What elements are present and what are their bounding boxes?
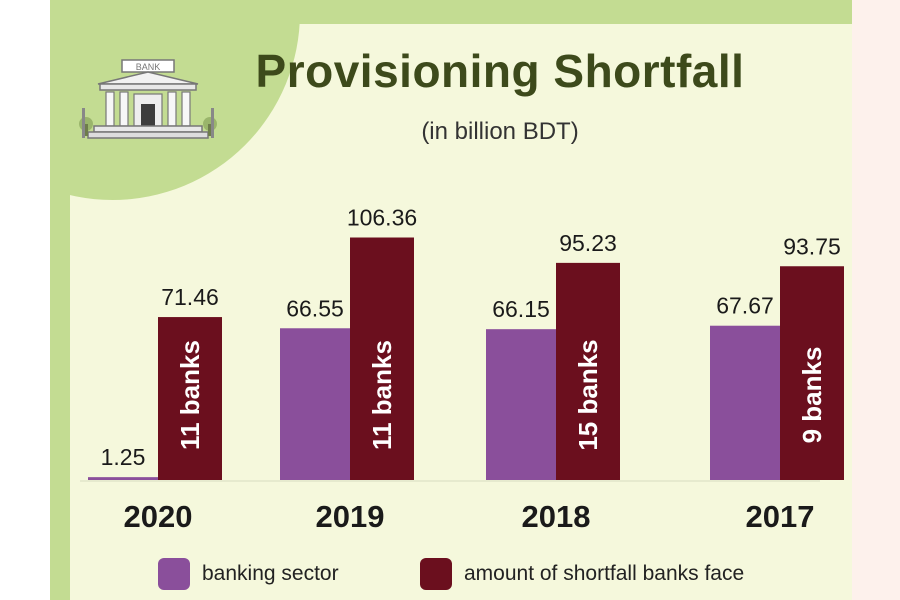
legend-item-shortfall: amount of shortfall banks face: [420, 556, 744, 592]
value-label-amount-of-shortfall-banks-face-2018: 95.23: [559, 230, 617, 256]
bar-banking-sector-2019: [280, 328, 350, 480]
value-label-amount-of-shortfall-banks-face-2020: 71.46: [161, 284, 219, 310]
value-label-banking-sector-2017: 67.67: [716, 293, 774, 319]
bank-sign-text: BANK: [136, 62, 161, 72]
value-label-banking-sector-2018: 66.15: [492, 296, 550, 322]
left-margin: [0, 0, 50, 600]
x-tick-label-2017: 2017: [746, 499, 815, 534]
bar-chart: 1.25 71.46 11 banks 2020 66.55 106.36 11 banks…: [80, 204, 844, 534]
chart-subtitle: (in billion BDT): [421, 118, 579, 145]
legend-swatch-shortfall: [420, 558, 452, 590]
value-label-amount-of-shortfall-banks-face-2017: 93.75: [783, 233, 841, 259]
chart-title: Provisioning Shortfall: [255, 45, 745, 97]
decorative-edge: [50, 0, 70, 600]
bar-annotation-2020: 11 banks: [175, 340, 205, 450]
bar-amount-of-shortfall-banks-face-2018: [556, 262, 620, 480]
bar-annotation-2019: 11 banks: [367, 340, 397, 450]
bar-amount-of-shortfall-banks-face-2017: [780, 266, 844, 480]
infographic-panel: BANK Provisioning Shortfall (in billion …: [50, 0, 852, 600]
decorative-top-strip: [50, 0, 852, 24]
x-tick-label-2020: 2020: [124, 499, 193, 534]
bar-annotation-2017: 9 banks: [797, 347, 827, 444]
bar-annotation-2018: 15 banks: [573, 339, 603, 450]
x-tick-label-2018: 2018: [522, 499, 591, 534]
legend-label-banking-sector: banking sector: [202, 562, 339, 585]
legend-label-shortfall: amount of shortfall banks face: [464, 562, 745, 585]
bar-amount-of-shortfall-banks-face-2020: [158, 317, 222, 480]
value-label-amount-of-shortfall-banks-face-2019: 106.36: [347, 204, 417, 230]
legend-item-banking-sector: banking sector: [158, 556, 339, 592]
value-label-banking-sector-2020: 1.25: [101, 444, 146, 470]
bar-banking-sector-2018: [486, 329, 556, 480]
bar-banking-sector-2020: [88, 477, 158, 480]
bar-banking-sector-2017: [710, 325, 780, 480]
legend-swatch-banking-sector: [158, 558, 190, 590]
value-label-banking-sector-2019: 66.55: [286, 295, 344, 321]
bank-building-icon: BANK: [79, 59, 217, 139]
right-margin: [852, 0, 900, 600]
x-tick-label-2019: 2019: [316, 499, 385, 534]
bar-amount-of-shortfall-banks-face-2019: [350, 237, 414, 480]
